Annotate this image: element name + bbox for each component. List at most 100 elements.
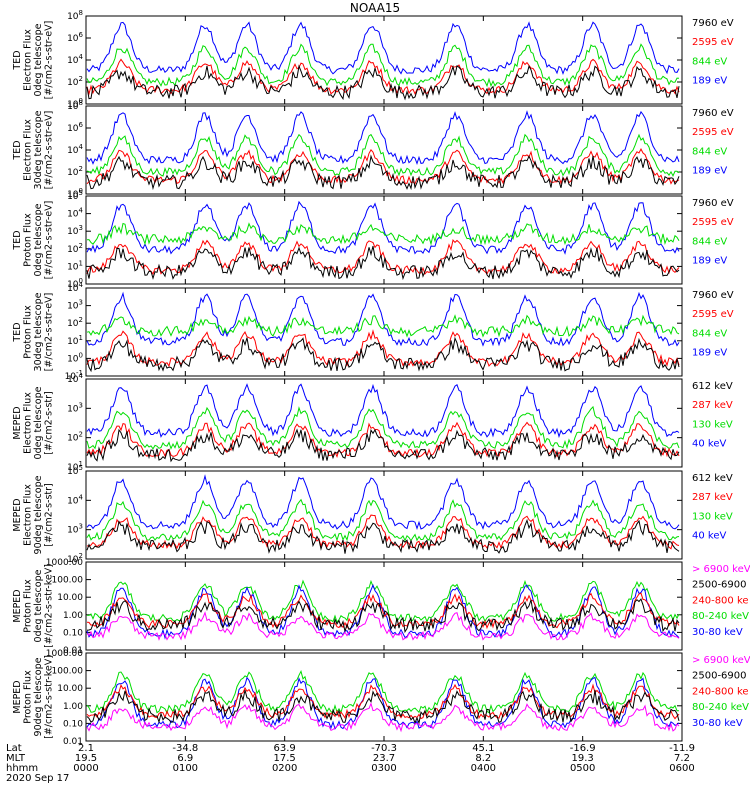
series-blue	[86, 474, 680, 531]
y-tick-label: 106	[67, 121, 83, 134]
y-tick-label: 0.10	[63, 719, 83, 729]
x-tick-label-hhmm: 0100	[173, 763, 198, 774]
x-tick-label-mlt: 19.3	[572, 753, 594, 764]
panel-3: 100 101 102 103 104 105 TED Proton Flux 0deg tel…	[12, 189, 734, 290]
x-tick-label-mlt: 6.9	[177, 753, 193, 764]
series-green	[86, 670, 679, 715]
y-tick-label: 104	[67, 372, 83, 385]
legend-entry: 240-800 ke	[692, 595, 749, 606]
y-tick-label: 10.00	[57, 593, 83, 603]
legend-entry: > 6900 keV	[692, 655, 750, 666]
y-label-line: 0deg telescope	[33, 23, 44, 96]
plot-title: NOAA15	[350, 1, 400, 15]
y-label-line: TED	[12, 230, 23, 250]
x-tick-label-hhmm: 0200	[272, 763, 297, 774]
series-green	[86, 498, 680, 542]
x-tick-label-hhmm: 0000	[73, 763, 98, 774]
x-row-label-mlt: MLT	[6, 753, 26, 764]
y-tick-label: 102	[67, 431, 83, 444]
x-tick-label-lat: -70.3	[371, 743, 397, 754]
series-magenta	[86, 702, 680, 733]
y-tick-label: 10-1	[65, 369, 83, 382]
series-green	[86, 222, 680, 246]
legend-entry: 7960 eV	[692, 108, 734, 119]
y-tick-label: 1000.00	[46, 649, 83, 659]
y-label-line: [#/cm2-s-str]	[44, 391, 55, 454]
legend-entry: 240-800 ke	[692, 686, 749, 697]
series-black	[86, 64, 680, 101]
x-tick-label-hhmm: 0600	[669, 763, 694, 774]
y-tick-label: 104	[67, 53, 83, 66]
y-label-line: 30deg telescope	[33, 292, 44, 371]
legend-entry: 2500-6900	[692, 671, 747, 682]
y-tick-label: 100	[67, 277, 83, 290]
y-label-line: 0deg telescope	[33, 569, 44, 642]
y-tick-label: 100	[67, 97, 83, 110]
y-label-line: Electron Flux	[23, 484, 34, 546]
legend-entry: 2500-6900	[692, 580, 747, 591]
legend-entry: 612 keV	[692, 473, 733, 484]
x-date-label: 2020 Sep 17	[6, 773, 69, 784]
x-tick-label-lat: -11.9	[669, 743, 695, 754]
legend-entry: 189 eV	[692, 347, 727, 358]
y-label-line: [#/cm2-s-str-eV]	[44, 201, 55, 280]
y-label-line: Proton Flux	[23, 670, 34, 724]
y-tick-label: 102	[67, 242, 83, 255]
x-tick-label-lat: 63.9	[274, 743, 296, 754]
legend-entry: 40 keV	[692, 438, 726, 449]
y-label-line: 90deg telescope	[33, 657, 44, 736]
legend-entry: 80-240 keV	[692, 611, 749, 622]
legend-entry: 7960 eV	[692, 290, 734, 301]
y-label-line: MEPED	[12, 498, 23, 531]
panel-5: 101 102 103 104 MEPED Electron Flux 0deg teles…	[12, 372, 733, 473]
y-label-line: MEPED	[12, 680, 23, 713]
y-label-line: TED	[12, 322, 23, 342]
series-blue	[86, 200, 680, 255]
panel-1: 100 102 104 106 108 TED Electron Flux 0deg tele…	[12, 9, 734, 110]
series-green	[86, 314, 680, 338]
y-tick-label: 0.10	[63, 628, 83, 638]
legend-entry: 2595 eV	[692, 37, 734, 48]
legend-entry: > 6900 keV	[692, 564, 750, 575]
x-tick-label-lat: 2.1	[78, 743, 94, 754]
y-label-line: 90deg telescope	[33, 475, 44, 554]
series-black	[86, 518, 680, 554]
series-black	[86, 336, 680, 373]
x-tick-label-hhmm: 0500	[570, 763, 595, 774]
series-green	[86, 579, 680, 623]
y-tick-label: 1000.00	[46, 558, 83, 568]
x-row-label-lat: Lat	[6, 743, 22, 754]
y-tick-label: 101	[67, 460, 83, 473]
y-label-line: Electron Flux	[23, 29, 34, 91]
series-blue	[86, 676, 680, 730]
legend-entry: 844 eV	[692, 146, 727, 157]
panel-2: 100 102 104 106 108 TED Electron Flux 30deg tel…	[12, 99, 734, 200]
y-label-line: Electron Flux	[23, 119, 34, 181]
legend-entry: 30-80 keV	[692, 718, 743, 729]
y-label-line: [#/cm2-s-str-eV]	[44, 293, 55, 372]
legend-entry: 30-80 keV	[692, 627, 743, 638]
legend-entry: 844 eV	[692, 56, 727, 67]
legend-entry: 612 keV	[692, 381, 733, 392]
y-label-line: 0deg telescope	[33, 386, 44, 459]
series-green	[86, 43, 680, 88]
x-tick-label-lat: 45.1	[472, 743, 494, 754]
y-label-line: [#/cm2-s-str-keV]	[44, 564, 55, 648]
panel-frame	[85, 561, 683, 651]
y-tick-label: 106	[67, 31, 83, 44]
legend-entry: 2595 eV	[692, 309, 734, 320]
series-black	[86, 598, 680, 634]
y-tick-label: 0.01	[63, 737, 83, 747]
y-tick-label: 101	[67, 259, 83, 272]
y-axis-label: MEPED Electron Flux 90deg telescope [#/cm2-…	[12, 475, 55, 554]
y-tick-label: 100.00	[52, 576, 84, 586]
y-label-line: TED	[12, 140, 23, 160]
y-tick-label: 102	[67, 75, 83, 88]
y-label-line: Electron Flux	[23, 392, 34, 454]
y-label-line: Proton Flux	[23, 213, 34, 267]
y-label-line: [#/cm2-s-str]	[44, 483, 55, 546]
y-tick-label: 100	[67, 351, 83, 364]
